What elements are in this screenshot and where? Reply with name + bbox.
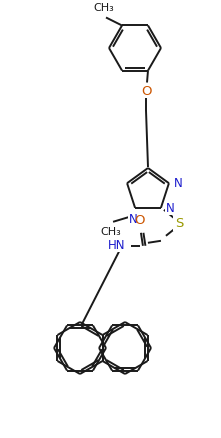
Text: O: O bbox=[135, 213, 145, 226]
Text: CH₃: CH₃ bbox=[101, 226, 122, 236]
Text: N: N bbox=[129, 212, 137, 225]
Text: HN: HN bbox=[107, 239, 125, 252]
Text: O: O bbox=[141, 85, 151, 98]
Text: N: N bbox=[174, 177, 183, 189]
Text: S: S bbox=[175, 217, 183, 230]
Text: CH₃: CH₃ bbox=[94, 4, 114, 14]
Text: N: N bbox=[166, 202, 175, 215]
